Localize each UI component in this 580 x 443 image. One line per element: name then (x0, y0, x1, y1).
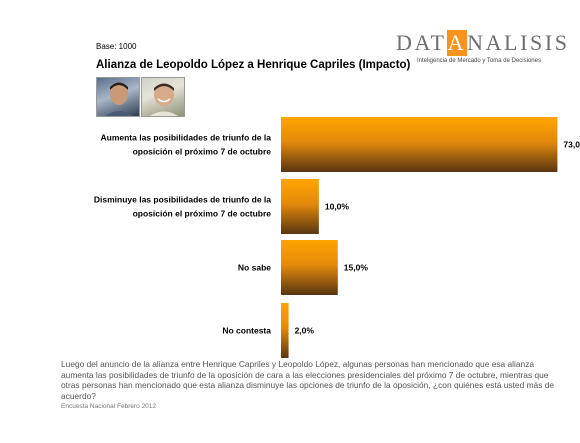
value-label-1: 10,0% (325, 202, 350, 212)
bar-2 (281, 240, 338, 295)
source-label: Encuesta Nacional Febrero 2012 (61, 403, 157, 410)
category-label-0-0: Aumenta las posibilidades de triunfo de … (100, 133, 271, 143)
bar-0 (281, 117, 558, 172)
datanalisis-logo: DATANALISIS Inteligencia de Mercado y To… (396, 30, 568, 66)
photo-leopoldo-lopez (96, 77, 140, 117)
value-label-0: 73,0% (563, 140, 580, 150)
photo-henrique-capriles (141, 77, 185, 117)
question-note: Luego del anuncio de la alianza entre He… (61, 359, 555, 401)
bar-chart: 73,0% Aumenta las posibilidades de triunf… (94, 117, 580, 358)
logo-word-left: DAT (396, 30, 447, 55)
bar-1 (281, 179, 319, 234)
value-label-3: 2,0% (295, 326, 315, 336)
category-label-2-0: No sabe (238, 263, 271, 273)
logo-word-right: NALISIS (467, 30, 570, 55)
category-label-1-0: Disminuye las posibilidades de triunfo d… (94, 195, 271, 205)
category-label-0-1: oposición el próximo 7 de octubre (133, 147, 272, 157)
category-label-1-1: oposición el próximo 7 de octubre (133, 209, 272, 219)
category-label-3-0: No contesta (222, 326, 271, 336)
logo-accent-letter: A (446, 30, 468, 56)
value-label-2: 15,0% (344, 263, 369, 273)
base-label: Base: 1000 (96, 42, 137, 51)
chart-title: Alianza de Leopoldo López a Henrique Cap… (96, 59, 411, 71)
logo-tagline: Inteligencia de Mercado y Toma de Decisi… (417, 58, 541, 64)
logo-wordmark: DATANALISIS (396, 30, 570, 56)
bar-3 (281, 303, 289, 358)
